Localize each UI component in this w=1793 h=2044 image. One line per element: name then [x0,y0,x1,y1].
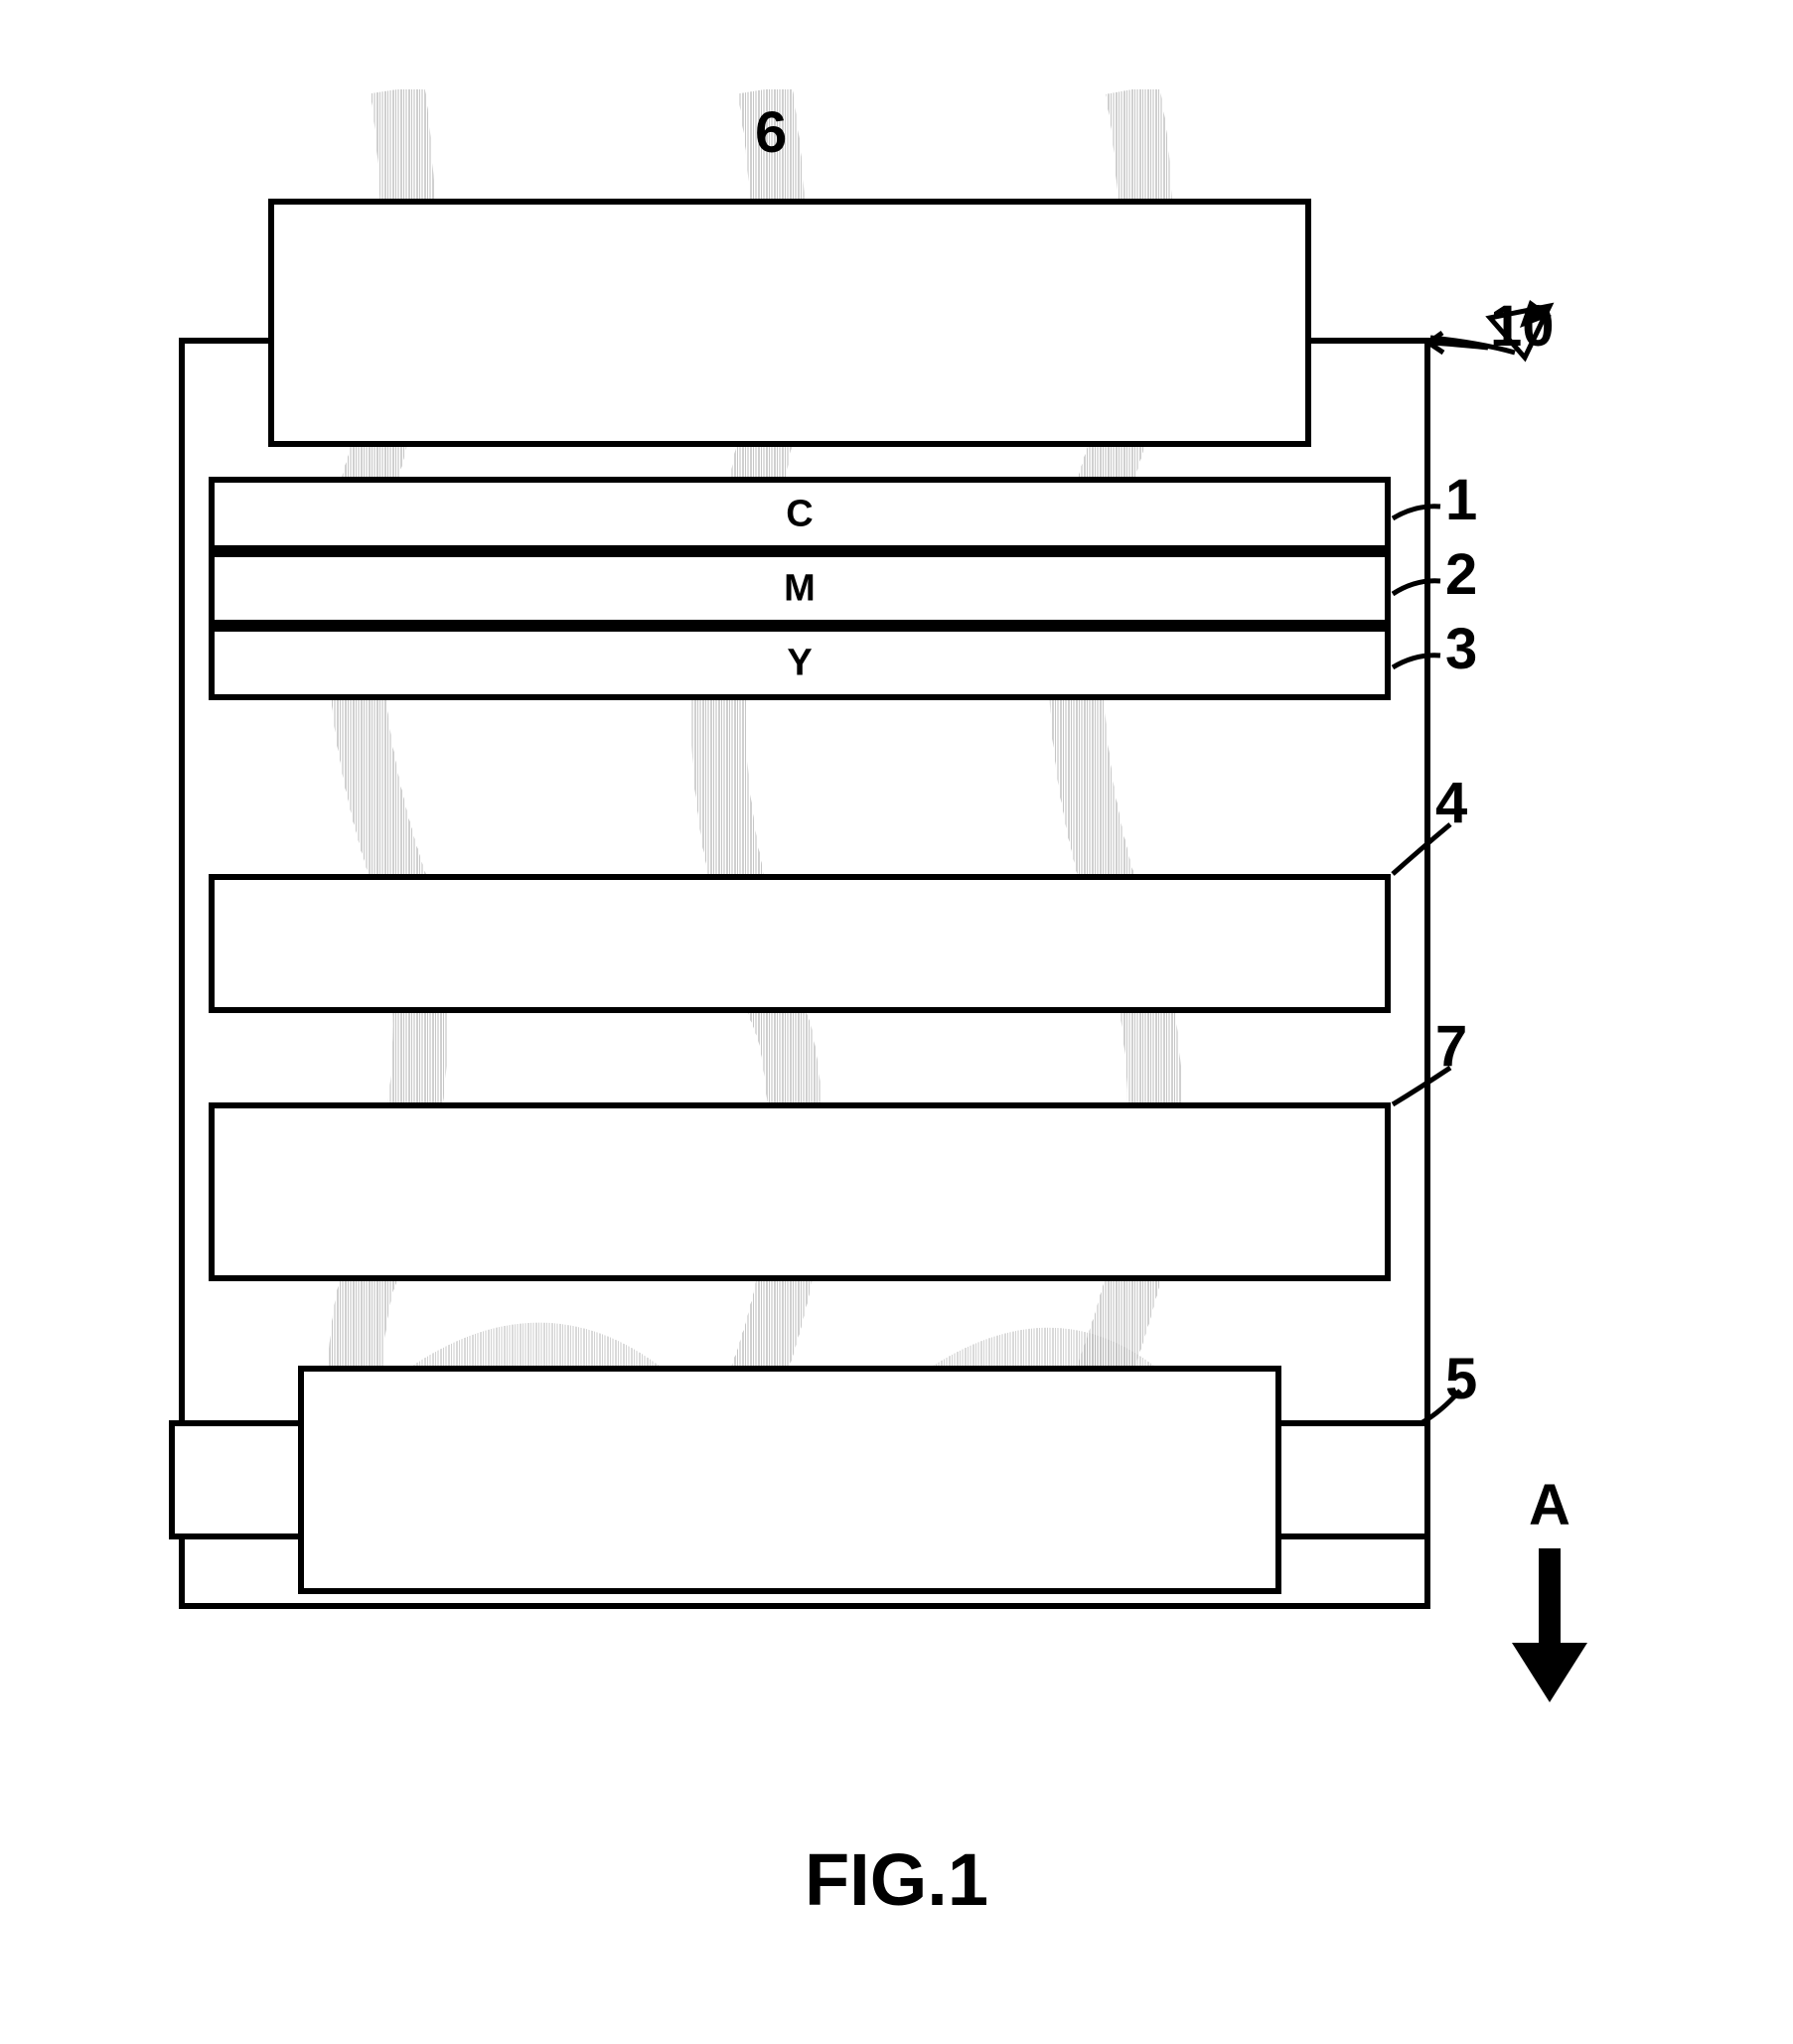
bar-7 [209,1102,1391,1281]
print-head-m: M [209,551,1391,626]
arrow-label: A [1490,1472,1609,1538]
top-strip [268,199,1311,447]
head-label-y: Y [787,642,812,684]
callout-1: 1 [1445,467,1477,533]
bottom-strip [298,1366,1281,1594]
bar-4 [209,874,1391,1013]
callout-2: 2 [1445,541,1477,608]
callout-7: 7 [1435,1013,1467,1080]
callout-4: 4 [1435,770,1467,836]
callout-5: 5 [1445,1346,1477,1412]
direction-arrow: A [1490,1472,1609,1690]
print-head-y: Y [209,626,1391,700]
head-label-c: C [786,493,813,535]
head-label-m: M [784,567,816,610]
print-head-c: C [209,477,1391,551]
arrow-down-icon [1490,1538,1609,1707]
callout-10: 10 [1490,293,1555,360]
figure-container: C M Y A 6 10 1 2 3 4 7 5 [179,199,1609,1688]
figure-title: FIG.1 [805,1837,988,1922]
callout-3: 3 [1445,616,1477,682]
callout-6: 6 [755,99,787,166]
